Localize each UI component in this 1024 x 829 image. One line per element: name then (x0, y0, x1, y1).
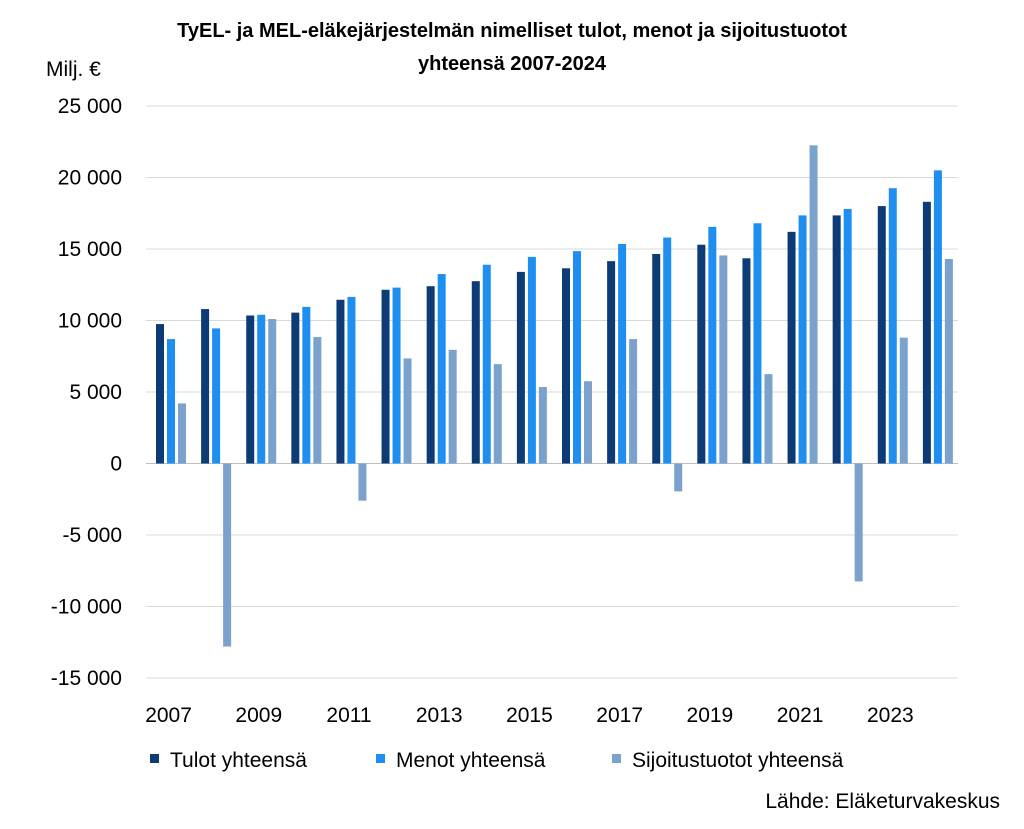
x-tick-label: 2019 (687, 704, 734, 727)
legend-swatch (612, 754, 621, 763)
bar (708, 226, 717, 464)
x-tick-label: 2011 (326, 704, 371, 727)
bar (493, 364, 502, 464)
bar (156, 324, 164, 464)
bar (336, 299, 345, 464)
bar (798, 215, 807, 464)
bar (426, 286, 435, 464)
y-axis-ticks: 25 000 20 000 15 000 10 000 5 000 0 -5 000 -10 … (51, 95, 122, 690)
x-tick-label: 2015 (506, 704, 553, 727)
bar (448, 349, 457, 464)
y-tick-label: 10 000 (58, 310, 122, 333)
gridlines (146, 105, 958, 679)
bar (527, 256, 536, 464)
chart-title-line-1: TyEL- ja MEL-eläkejärjestelmän nimellise… (177, 20, 847, 42)
bar (618, 243, 627, 464)
bar (358, 463, 367, 501)
bar (753, 223, 762, 464)
x-tick-label: 2021 (777, 704, 824, 727)
bar (223, 463, 232, 647)
bar (584, 381, 592, 464)
bar (888, 188, 897, 464)
bar (516, 271, 525, 464)
bar (832, 215, 841, 464)
bar (178, 403, 186, 464)
y-tick-label: 5 000 (69, 381, 122, 404)
bar (482, 264, 491, 464)
bar (674, 463, 683, 492)
bar (809, 145, 818, 464)
bar (663, 237, 672, 464)
chart-title-line-2: yhteensä 2007-2024 (418, 53, 607, 75)
bar (607, 261, 616, 464)
bar (381, 289, 390, 464)
bar (854, 463, 863, 582)
bar (212, 328, 221, 464)
y-tick-label: -5 000 (62, 524, 122, 547)
bar (471, 281, 480, 464)
legend-swatch (376, 754, 385, 763)
x-tick-label: 2017 (596, 704, 643, 727)
y-tick-label: 20 000 (58, 167, 122, 190)
x-axis-ticks: 2007 2009 2011 2013 2015 2017 2019 2021 2023 (145, 704, 913, 727)
bar (629, 339, 638, 464)
legend-label: Sijoitustuotot yhteensä (632, 749, 844, 772)
y-tick-label: -10 000 (51, 596, 122, 619)
bar (246, 315, 255, 464)
legend-swatch (150, 754, 159, 763)
bar (268, 319, 277, 464)
bar (167, 339, 175, 464)
bar (291, 312, 300, 464)
bar (257, 314, 266, 464)
bar (899, 337, 908, 464)
legend-label: Tulot yhteensä (170, 749, 307, 772)
bar (697, 244, 706, 464)
x-tick-label: 2023 (867, 704, 914, 727)
bar (313, 336, 322, 464)
bar (347, 296, 356, 464)
y-tick-label: 15 000 (58, 238, 122, 261)
legend: Tulot yhteensä Menot yhteensä Sijoitustuot… (150, 749, 844, 772)
bar (944, 259, 953, 464)
y-tick-label: 25 000 (58, 95, 122, 118)
bars (156, 145, 953, 647)
x-tick-label: 2007 (145, 704, 192, 727)
bar (877, 206, 886, 464)
bar (764, 374, 773, 464)
x-tick-label: 2009 (235, 704, 282, 727)
bar (437, 274, 446, 464)
bar (719, 255, 728, 464)
bar (538, 386, 547, 464)
y-tick-label: 0 (110, 453, 122, 476)
bar (392, 287, 401, 464)
bar (562, 268, 570, 464)
bar (922, 201, 931, 464)
source-note: Lähde: Eläketurvakeskus (765, 790, 1000, 813)
y-tick-label: -15 000 (51, 667, 122, 690)
bar (933, 170, 942, 464)
bar (201, 309, 210, 464)
bar (843, 208, 852, 464)
bar (652, 254, 661, 464)
bar (787, 231, 796, 464)
y-axis-unit-label: Milj. € (46, 58, 101, 81)
x-tick-label: 2013 (416, 704, 463, 727)
bar (302, 306, 311, 464)
bar (573, 251, 581, 464)
bar (742, 258, 751, 464)
bar (403, 358, 412, 464)
legend-label: Menot yhteensä (396, 749, 546, 772)
